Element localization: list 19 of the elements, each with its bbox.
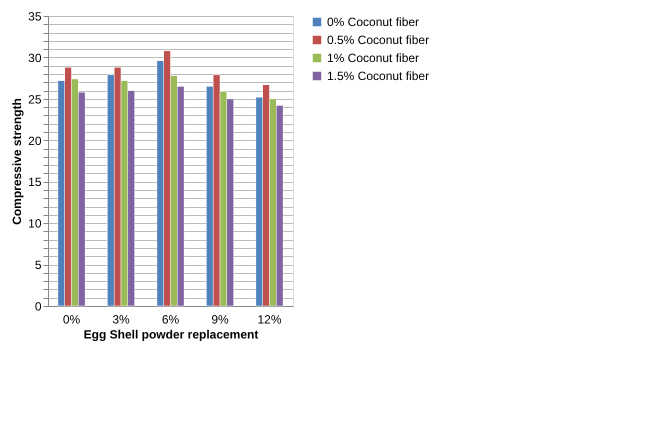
y-tick-label: 20 bbox=[28, 134, 42, 148]
x-tick-label: 0% bbox=[62, 312, 81, 326]
y-tick-label: 25 bbox=[28, 92, 42, 106]
y-tick-label: 0 bbox=[34, 300, 42, 314]
legend-label: 0% Coconut fiber bbox=[327, 15, 420, 29]
y-tick-label: 35 bbox=[28, 10, 42, 24]
y-axis-title: Compressive strength bbox=[10, 98, 24, 225]
x-tick-label: 3% bbox=[112, 312, 130, 326]
x-tick-label: 12% bbox=[257, 312, 282, 326]
legend-label: 1% Coconut fiber bbox=[327, 51, 420, 65]
y-tick-label: 10 bbox=[28, 216, 42, 231]
y-tick-label: 15 bbox=[28, 175, 42, 190]
legend-label: 0.5% Coconut fiber bbox=[327, 33, 430, 47]
x-axis-title: Egg Shell powder replacement bbox=[84, 328, 258, 342]
legend-label: 1.5% Coconut fiber bbox=[327, 69, 430, 83]
x-tick-label: 9% bbox=[211, 312, 229, 326]
x-tick-label: 6% bbox=[162, 312, 180, 326]
y-tick-label: 30 bbox=[28, 50, 42, 65]
y-tick-label: 5 bbox=[34, 258, 42, 272]
